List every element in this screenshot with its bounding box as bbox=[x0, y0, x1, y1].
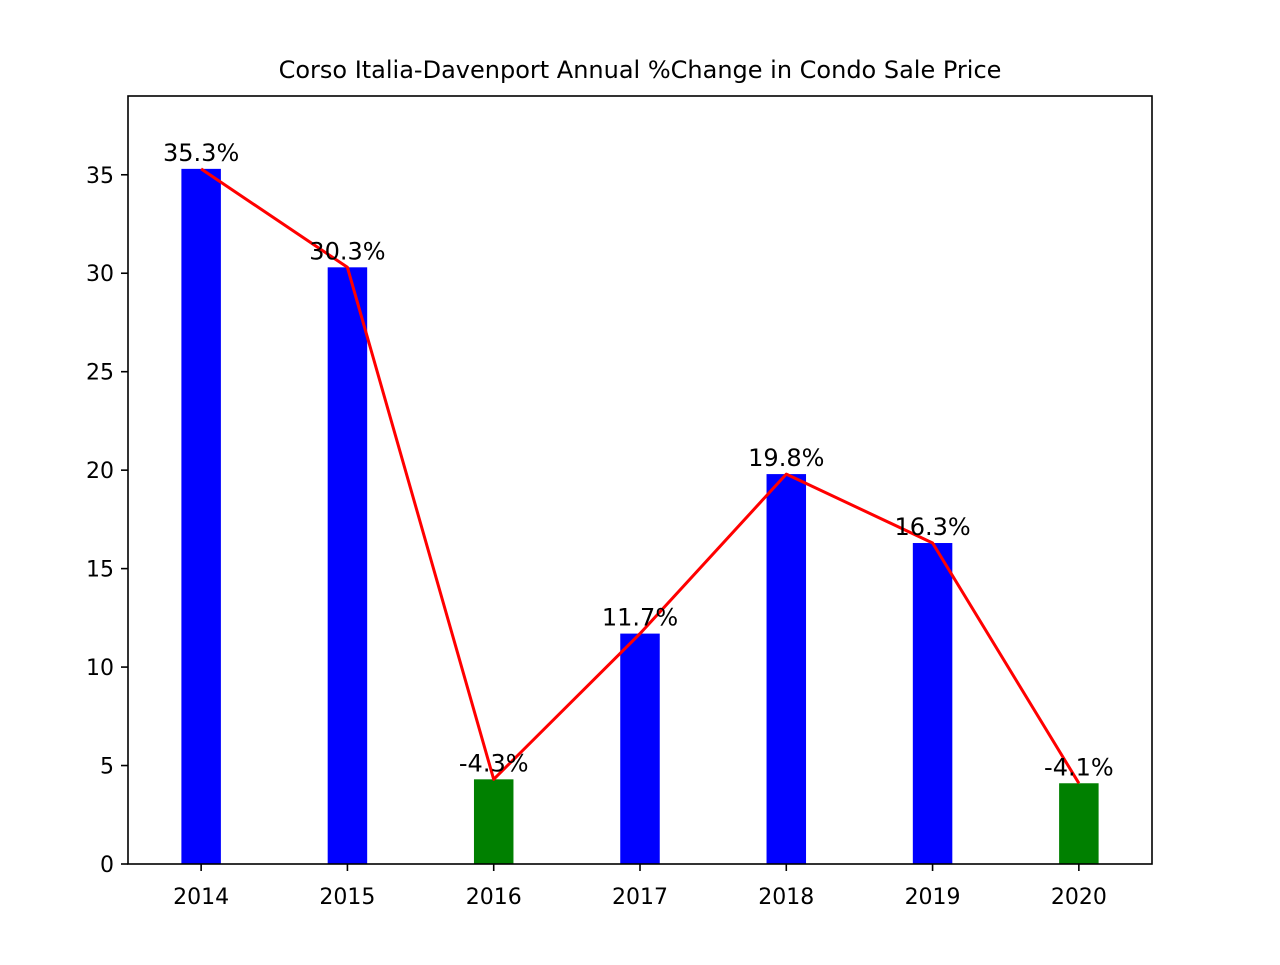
bar-2014 bbox=[181, 168, 221, 864]
y-tick-label-10: 10 bbox=[86, 656, 114, 681]
data-label-2015: 30.3% bbox=[309, 237, 385, 265]
y-tick-label-5: 5 bbox=[100, 755, 114, 780]
bar-2015 bbox=[327, 267, 368, 864]
data-label-2016: -4.3% bbox=[459, 749, 529, 777]
axes-layer: 0 5 10 15 20 25 30 35 2014 2015 2016 2017 2018 2019 20… bbox=[86, 95, 1153, 910]
line-layer bbox=[200, 167, 1081, 785]
x-tick-label-2020: 2020 bbox=[1051, 885, 1107, 910]
y-tick-label-30: 30 bbox=[86, 262, 114, 287]
bar-2020 bbox=[1059, 783, 1099, 864]
x-tick-label-2016: 2016 bbox=[466, 885, 522, 910]
bar-2018 bbox=[766, 474, 807, 864]
y-tick-label-20: 20 bbox=[86, 459, 114, 484]
x-tick-label-2015: 2015 bbox=[319, 885, 375, 910]
x-tick-label-2018: 2018 bbox=[758, 885, 814, 910]
bar-2017 bbox=[620, 633, 660, 864]
data-label-2014: 35.3% bbox=[163, 139, 239, 167]
bar-2016 bbox=[473, 779, 514, 864]
data-label-2017: 11.7% bbox=[602, 604, 678, 632]
y-tick-label-35: 35 bbox=[86, 164, 114, 189]
x-tick-label-2017: 2017 bbox=[612, 885, 668, 910]
bars-layer bbox=[181, 168, 1099, 864]
trend-line bbox=[200, 167, 1081, 785]
y-tick-label-25: 25 bbox=[86, 361, 114, 386]
data-label-2018: 19.8% bbox=[748, 444, 824, 472]
x-tick-label-2014: 2014 bbox=[173, 885, 229, 910]
data-label-2020: -4.1% bbox=[1044, 753, 1114, 781]
y-tick-label-15: 15 bbox=[86, 558, 114, 583]
data-label-2019: 16.3% bbox=[894, 513, 970, 541]
y-tick-label-0: 0 bbox=[100, 853, 114, 878]
chart-title: Corso Italia-Davenport Annual %Change in… bbox=[279, 56, 1002, 84]
data-labels-layer: 35.3% 30.3% -4.3% 11.7% 19.8% 16.3% -4.1% bbox=[163, 139, 1114, 781]
bar-2019 bbox=[912, 543, 953, 864]
x-tick-label-2019: 2019 bbox=[905, 885, 961, 910]
